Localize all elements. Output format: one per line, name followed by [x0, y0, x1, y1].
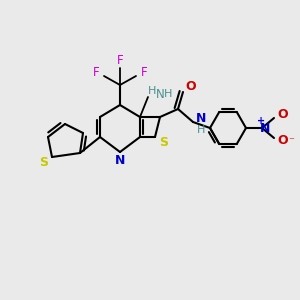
Text: O: O	[278, 109, 288, 122]
Text: S: S	[40, 155, 49, 169]
Text: F: F	[93, 67, 99, 80]
Text: F: F	[141, 67, 147, 80]
Text: +: +	[257, 116, 265, 126]
Text: H: H	[164, 89, 172, 99]
Text: N: N	[260, 122, 270, 134]
Text: N: N	[196, 112, 206, 125]
Text: ⁻: ⁻	[288, 136, 294, 146]
Text: H: H	[197, 125, 205, 135]
Text: S: S	[160, 136, 169, 148]
Text: N: N	[115, 154, 125, 167]
Text: F: F	[117, 55, 123, 68]
Text: O: O	[278, 134, 288, 148]
Text: H: H	[148, 86, 156, 96]
Text: O: O	[186, 80, 196, 94]
Text: N: N	[156, 88, 164, 100]
